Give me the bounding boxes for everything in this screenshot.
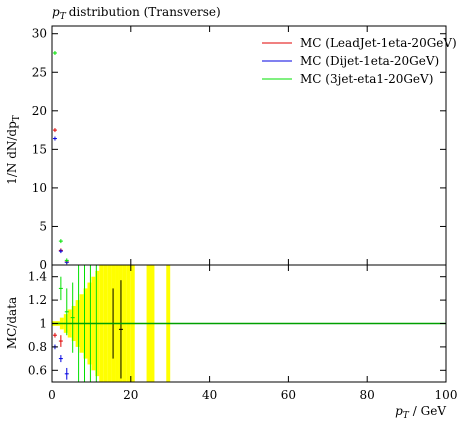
y-tick-label: 10 <box>32 181 47 195</box>
y-axis-label: 1/N dN/dpT <box>5 115 22 185</box>
x-axis-label: pT / GeV <box>395 404 446 421</box>
x-tick-label: 0 <box>48 388 56 402</box>
x-tick-label: 60 <box>281 388 296 402</box>
y-tick-label: 20 <box>32 104 47 118</box>
legend-label: MC (Dijet-1eta-20GeV) <box>300 54 439 68</box>
x-tick-label: 80 <box>360 388 375 402</box>
data-band <box>166 265 171 382</box>
y-tick-label: 0.8 <box>28 340 47 354</box>
data-band <box>150 265 155 382</box>
y-tick-label: 5 <box>39 219 47 233</box>
ratio-y-axis-label: MC/data <box>5 297 19 349</box>
y-tick-label: 0 <box>39 258 47 272</box>
y-tick-label: 1.2 <box>28 293 47 307</box>
y-tick-label: 30 <box>32 27 47 41</box>
x-tick-label: 20 <box>123 388 138 402</box>
plot-frame <box>51 264 447 383</box>
legend-label: MC (LeadJet-1eta-20GeV) <box>300 36 457 50</box>
x-tick-label: 100 <box>435 388 458 402</box>
y-tick-label: 15 <box>32 142 47 156</box>
x-tick-label: 40 <box>202 388 217 402</box>
data-band <box>146 265 151 382</box>
chart-title: pT distribution (Transverse) <box>52 5 221 22</box>
legend-label: MC (3jet-eta1-20GeV) <box>300 72 433 86</box>
data-band <box>115 265 119 382</box>
y-tick-label: 1.4 <box>28 270 47 284</box>
y-tick-label: 25 <box>32 65 47 79</box>
y-tick-label: 1 <box>39 317 47 331</box>
y-tick-label: 0.6 <box>28 363 47 377</box>
